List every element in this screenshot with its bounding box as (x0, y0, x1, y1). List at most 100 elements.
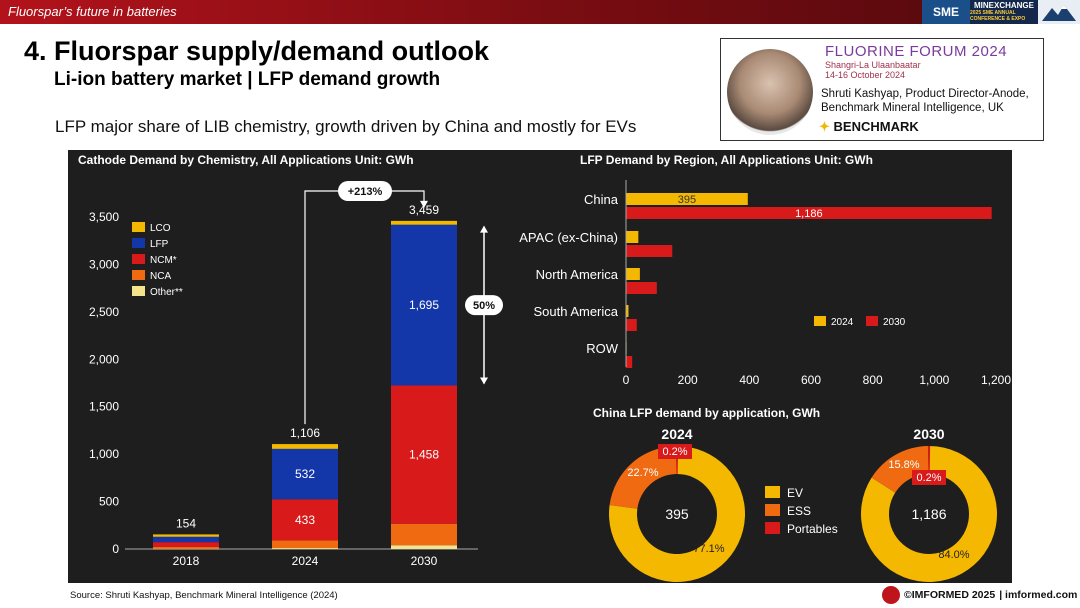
minexchange-logo-text: MINEXCHANGE (973, 1, 1034, 10)
slice-label-box (912, 470, 946, 485)
y-tick-label: 0 (112, 542, 119, 556)
region-label: ROW (586, 341, 619, 356)
speaker-name-line1: Shruti Kashyap, Product Director-Anode, (821, 88, 1029, 100)
section-title: Fluorspar’s future in batteries (8, 4, 177, 19)
page-title: 4. Fluorspar supply/demand outlook (24, 36, 490, 66)
legend-swatch (765, 504, 780, 516)
region-bar-2024 (626, 268, 640, 280)
region-label: North America (536, 267, 619, 282)
segment-value-label: 433 (295, 513, 315, 527)
legend-swatch (814, 316, 826, 326)
segment-value-label: 532 (295, 467, 315, 481)
sme-logo-text: SME (932, 5, 959, 19)
bar-segment-lco-2024 (272, 444, 338, 449)
legend-label: NCM* (150, 255, 177, 266)
y-tick-label: 2,500 (89, 305, 119, 319)
region-bar-chart: China APAC (ex-China) North America South A… (519, 180, 1011, 387)
donut-year-label: 2024 (661, 426, 692, 442)
legend-swatch (132, 222, 145, 232)
forum-dates: 14-16 October 2024 (825, 70, 906, 80)
slice-percent-label: 15.8% (888, 459, 919, 471)
speaker-card: FLUORINE FORUM 2024 Shangri-La Ulaanbaat… (720, 38, 1044, 141)
bar-segment-ncm-2030 (391, 385, 457, 524)
charts-canvas: Cathode Demand by Chemistry, All Applica… (78, 153, 1011, 582)
bar-segment-ncm-2024 (272, 499, 338, 541)
growth-arrowhead (420, 200, 428, 208)
growth-label: +213% (348, 186, 383, 198)
legend-swatch (132, 286, 145, 296)
share-badge (465, 295, 503, 316)
imformed-logo-icon (882, 586, 900, 604)
bar-segment-lfp-2030 (391, 224, 457, 386)
legend-label: EV (787, 486, 803, 500)
region-bar-2030 (626, 319, 637, 331)
benchmark-logo: ✦ BENCHMARK (819, 119, 919, 135)
y-tick-label: 1,500 (89, 400, 119, 414)
slice-percent-label: 77.1% (693, 543, 724, 555)
legend-label: LFP (150, 239, 169, 250)
legend-label: NCA (150, 271, 171, 282)
growth-badge (338, 181, 392, 201)
benchmark-mark-icon: ✦ (819, 119, 830, 134)
forum-title: FLUORINE FORUM 2024 (825, 43, 1008, 60)
slice-percent-label: 0.2% (662, 446, 687, 458)
value-label-china-2024: 395 (678, 194, 696, 206)
bar-segment-lfp-2024 (272, 448, 338, 500)
legend-label: 2024 (831, 317, 854, 328)
bar-segment-ncm-2018 (153, 542, 219, 547)
legend-swatch (866, 316, 878, 326)
minexchange-logo-subtext: 2025 SME ANNUAL CONFERENCE & EXPO (970, 10, 1026, 22)
donut-slice-ev-2024 (609, 446, 745, 582)
y-tick-label: 3,500 (89, 210, 119, 224)
stacked-bar-chart: 0 500 1,000 1,500 2,000 2,500 3,000 3,500 154 201… (89, 181, 503, 568)
y-tick-label: 500 (99, 495, 119, 509)
chart3-title: China LFP demand by application, GWh (593, 406, 820, 420)
legend-label: 2030 (883, 317, 906, 328)
slide-summary: LFP major share of LIB chemistry, growth… (55, 117, 637, 136)
donut-slice-ess-2024 (609, 446, 677, 509)
region-bar-2024 (626, 305, 629, 317)
bar-segment-nca-2030 (391, 523, 457, 546)
chart-panel: Cathode Demand by Chemistry, All Applica… (68, 150, 1012, 583)
segment-value-label: 1,458 (409, 448, 439, 462)
slice-label-box (658, 444, 692, 459)
legend-label: Portables (787, 522, 838, 536)
x-tick-label: 800 (863, 373, 883, 387)
footer-brand[interactable]: ©IMFORMED 2025 | imformed.com (882, 586, 1077, 604)
segment-value-label: 1,695 (409, 298, 439, 312)
legend-swatch (132, 254, 145, 264)
speaker-photo (727, 49, 813, 135)
region-bar-2030 (626, 356, 633, 368)
slice-percent-label: 22.7% (627, 467, 658, 479)
minexchange-logo: MINEXCHANGE 2025 SME ANNUAL CONFERENCE & … (970, 0, 1038, 24)
footer-url[interactable]: | imformed.com (999, 589, 1078, 601)
chart2-title: LFP Demand by Region, All Applications U… (580, 153, 873, 167)
donut-slice-portables-2030 (928, 446, 931, 475)
speaker-name: Shruti Kashyap, Product Director-Anode, B… (821, 87, 1029, 115)
bar-segment-other-2024 (272, 548, 338, 549)
share-label: 50% (473, 300, 495, 312)
forum-details: Shangri-La Ulaanbaatar 14-16 October 2024 (825, 60, 921, 80)
y-tick-label: 3,000 (89, 257, 119, 271)
page-subtitle: Li-ion battery market | LFP demand growt… (54, 69, 441, 90)
region-label: China (584, 192, 619, 207)
legend-swatch (132, 270, 145, 280)
bar-segment-nca-2018 (153, 546, 219, 549)
legend-label: LCO (150, 223, 171, 234)
slice-percent-label: 0.2% (916, 472, 941, 484)
region-bar-2030 (626, 282, 657, 294)
region-bar-2024 (626, 193, 748, 205)
speaker-name-line2: Benchmark Mineral Intelligence, UK (821, 102, 1004, 114)
y-tick-label: 1,000 (89, 447, 119, 461)
bar-segment-nca-2024 (272, 540, 338, 549)
bar-total-label: 154 (176, 516, 196, 530)
donut-total-label: 1,186 (911, 506, 946, 522)
value-label-china-2030: 1,186 (795, 208, 823, 220)
region-bar-2030 (626, 245, 673, 257)
region-bar-2024 (626, 231, 639, 243)
legend-swatch (132, 238, 145, 248)
donut-total-label: 395 (665, 506, 689, 522)
legend-swatch (765, 486, 780, 498)
share-arrow-top (480, 225, 488, 233)
x-tick-label: 400 (739, 373, 759, 387)
